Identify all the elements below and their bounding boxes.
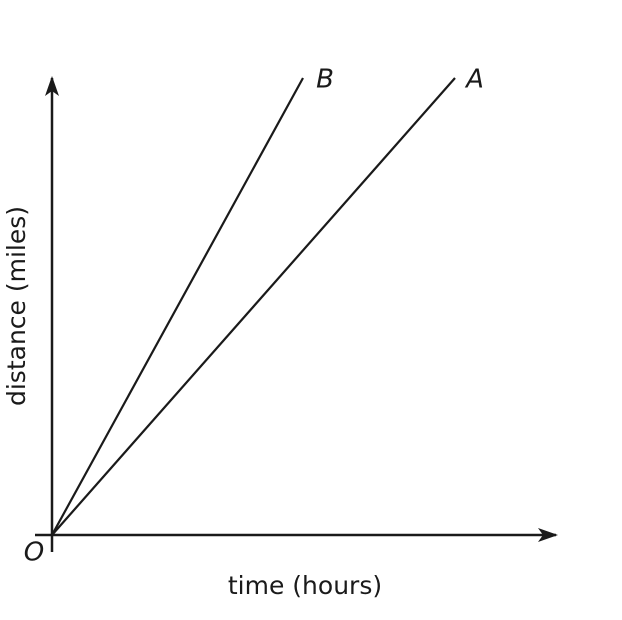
- line-a-label: A: [464, 65, 484, 95]
- origin-label: O: [24, 538, 44, 568]
- y-axis-label: distance (miles): [2, 206, 31, 406]
- x-axis-label: time (hours): [228, 571, 382, 600]
- line-b: [51, 77, 304, 536]
- line-b-label: B: [316, 65, 334, 95]
- line-a: [51, 77, 456, 536]
